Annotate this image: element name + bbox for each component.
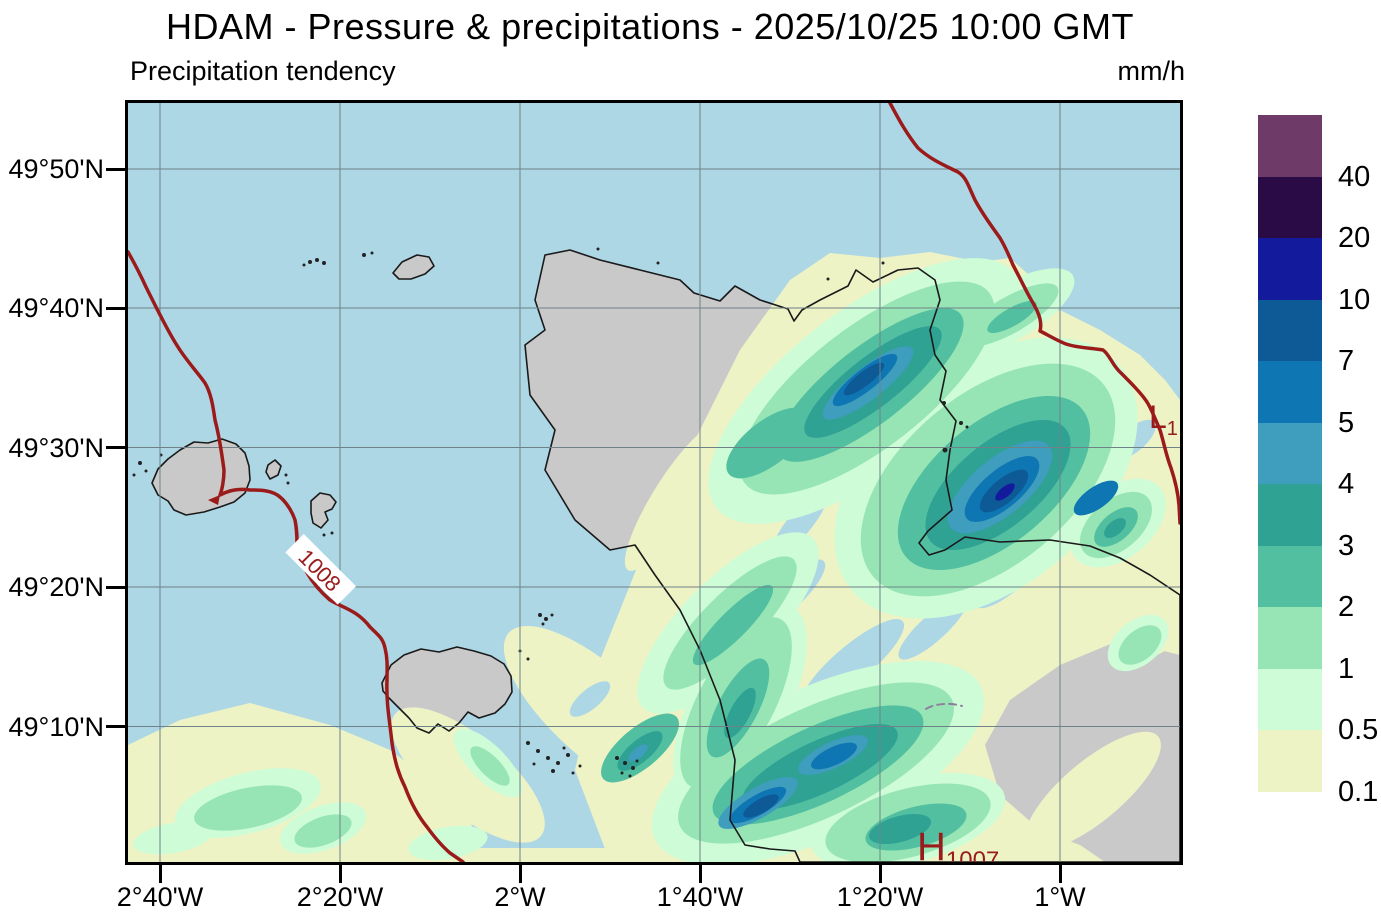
isobar-1008-line <box>128 250 465 862</box>
lat-tick-label: 49°50'N <box>8 154 104 184</box>
lat-tick-label: 49°10'N <box>8 712 104 742</box>
legend-value: 7 <box>1338 345 1355 377</box>
lat-tick <box>106 446 128 449</box>
legend-swatch <box>1258 607 1322 669</box>
page-title: HDAM - Pressure & precipitations - 2025/… <box>166 6 1134 47</box>
minor-dashed-contour <box>925 702 963 710</box>
island-sark <box>311 493 336 528</box>
lat-tick-label: 49°30'N <box>8 433 104 463</box>
lon-tick-label: 2°20'W <box>296 882 384 912</box>
islet-rocks <box>132 247 969 778</box>
legend-value: 4 <box>1338 468 1355 500</box>
lon-tick-label: 2°W <box>494 882 546 912</box>
legend-swatch <box>1258 422 1322 484</box>
legend-swatch <box>1258 361 1322 423</box>
lon-tick-label: 1°40'W <box>656 882 744 912</box>
lon-tick <box>159 862 162 883</box>
legend-value: 10 <box>1338 283 1371 316</box>
precipitation-layer <box>128 252 1180 862</box>
legend-swatch <box>1258 484 1322 546</box>
legend-value: 0.1 <box>1338 775 1379 808</box>
isobar-junction-spur <box>208 495 220 505</box>
legend-value: 3 <box>1338 529 1355 562</box>
lat-tick <box>106 725 128 728</box>
legend-value: 40 <box>1338 160 1371 193</box>
island-guernsey <box>152 439 250 515</box>
graticule-grid <box>128 103 1180 862</box>
precip-level-10 <box>995 483 1015 501</box>
legend-swatch <box>1258 176 1322 238</box>
lon-tick <box>879 862 882 883</box>
isobar-label-chip <box>285 533 357 605</box>
isobar-ne-line <box>888 103 1180 525</box>
units-label: mm/h <box>1117 56 1186 86</box>
legend-value: 5 <box>1338 406 1355 439</box>
field-subtitle: Precipitation tendency <box>130 56 396 86</box>
lat-tick <box>106 307 128 310</box>
island-herm <box>266 460 281 479</box>
lon-tick-label: 1°20'W <box>836 882 924 912</box>
lat-tick-label: 49°20'N <box>8 572 104 602</box>
legend-swatch <box>1258 668 1322 730</box>
legend-value: 1 <box>1338 652 1355 685</box>
map-plot-area: 1008 L1 H1007 <box>125 100 1183 865</box>
high-pressure-label: H1007 <box>917 825 999 862</box>
legend-value: 2 <box>1338 591 1355 623</box>
lat-tick <box>106 168 128 171</box>
lon-tick <box>699 862 702 883</box>
legend-swatch <box>1258 545 1322 607</box>
lat-tick-label: 49°40'N <box>8 293 104 323</box>
lon-tick <box>519 862 522 883</box>
lon-tick-label: 2°40'W <box>116 882 204 912</box>
lon-tick <box>1059 862 1062 883</box>
lon-tick-label: 1°W <box>1034 882 1086 912</box>
legend-swatch <box>1258 238 1322 300</box>
low-pressure-label: L1 <box>1149 399 1178 440</box>
legend-swatch <box>1258 115 1322 177</box>
isobar-layer <box>128 103 1180 862</box>
map-svg: 1008 L1 H1007 <box>128 103 1180 862</box>
legend-value: 20 <box>1338 222 1371 254</box>
legend-swatch <box>1258 299 1322 361</box>
island-alderney <box>393 255 434 279</box>
lat-tick <box>106 586 128 589</box>
lon-tick <box>339 862 342 883</box>
legend-swatch <box>1258 730 1322 792</box>
legend-value: 0.5 <box>1338 714 1379 746</box>
